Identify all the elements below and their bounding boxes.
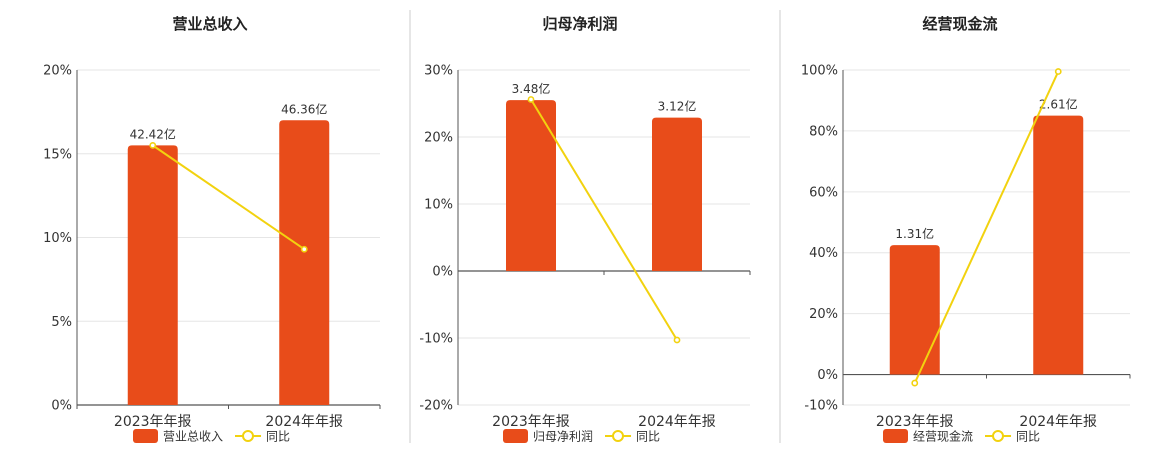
chart-1: 营业总收入 0% 5% 10% 15% 20% 42.42亿 46.36亿 2023年年报 202… xyxy=(43,15,381,444)
x-tick-label: 2023年年报 xyxy=(876,414,954,430)
yoy-line xyxy=(530,98,678,341)
chart-2: 归母净利润 -20% -10% 0% 10% 20% 30% 3.48亿 3.12亿 2023年年… xyxy=(419,15,751,444)
yoy-point xyxy=(300,245,308,253)
y-tick-label: -10% xyxy=(419,332,453,347)
legend-label: 同比 xyxy=(1016,430,1040,444)
legend-bar-swatch xyxy=(503,429,528,443)
legend-label: 营业总收入 xyxy=(163,430,223,444)
y-tick-label: 0% xyxy=(817,368,838,383)
legend-label: 经营现金流 xyxy=(913,429,973,444)
y-tick-label: 20% xyxy=(809,307,838,322)
yoy-point xyxy=(673,336,681,344)
y-tick-label: -10% xyxy=(804,399,838,414)
chart-title: 营业总收入 xyxy=(172,15,247,33)
x-tick-label: 2024年年报 xyxy=(1019,414,1097,430)
legend-line-marker xyxy=(612,430,624,442)
x-tick-label: 2024年年报 xyxy=(265,414,343,430)
legend-line-marker xyxy=(992,430,1004,442)
bar xyxy=(652,117,702,271)
yoy-point xyxy=(911,379,919,387)
yoy-line xyxy=(913,71,1060,384)
legend-bar-swatch xyxy=(883,429,908,443)
chart-title: 归母净利润 xyxy=(542,15,617,33)
bar xyxy=(279,120,330,405)
legend-label: 同比 xyxy=(266,430,290,444)
y-tick-label: -20% xyxy=(419,399,453,414)
yoy-line xyxy=(152,144,305,251)
chart-3: 经营现金流 -10% 0% 20% 40% 60% 80% 100% 1.31亿 2.61亿 202… xyxy=(801,15,1131,444)
bar-data-label: 3.48亿 xyxy=(512,81,551,96)
bar-data-label: 2.61亿 xyxy=(1039,97,1078,112)
bar-data-label: 3.12亿 xyxy=(658,99,697,114)
x-tick-label: 2023年年报 xyxy=(492,414,570,430)
x-tick-label: 2024年年报 xyxy=(638,414,716,430)
legend-line-marker xyxy=(242,430,254,442)
bar-data-label: 1.31亿 xyxy=(895,226,934,241)
bar-data-label: 46.36亿 xyxy=(281,101,327,116)
y-tick-label: 80% xyxy=(809,124,838,139)
y-tick-label: 40% xyxy=(809,246,838,261)
y-tick-label: 20% xyxy=(424,131,453,146)
y-tick-label: 5% xyxy=(51,315,72,330)
bar xyxy=(1033,115,1084,375)
y-tick-label: 30% xyxy=(424,64,453,79)
y-tick-label: 0% xyxy=(432,265,453,280)
yoy-point xyxy=(527,96,535,103)
bar xyxy=(506,100,556,272)
legend-bar-swatch xyxy=(133,429,158,443)
chart-title: 经营现金流 xyxy=(922,15,997,33)
y-tick-label: 20% xyxy=(43,64,72,79)
legend-label: 归母净利润 xyxy=(533,430,593,444)
yoy-point xyxy=(1054,68,1062,75)
y-tick-label: 10% xyxy=(43,231,72,246)
legend-label: 同比 xyxy=(636,430,660,444)
y-tick-label: 0% xyxy=(51,399,72,414)
y-tick-label: 100% xyxy=(801,64,838,79)
x-tick-label: 2023年年报 xyxy=(114,414,192,430)
y-tick-label: 10% xyxy=(424,198,453,213)
y-tick-label: 60% xyxy=(809,185,838,200)
yoy-point xyxy=(149,141,157,149)
bar-data-label: 42.42亿 xyxy=(130,126,176,141)
y-tick-label: 15% xyxy=(43,147,72,162)
bar xyxy=(127,145,178,405)
bar xyxy=(889,245,940,375)
